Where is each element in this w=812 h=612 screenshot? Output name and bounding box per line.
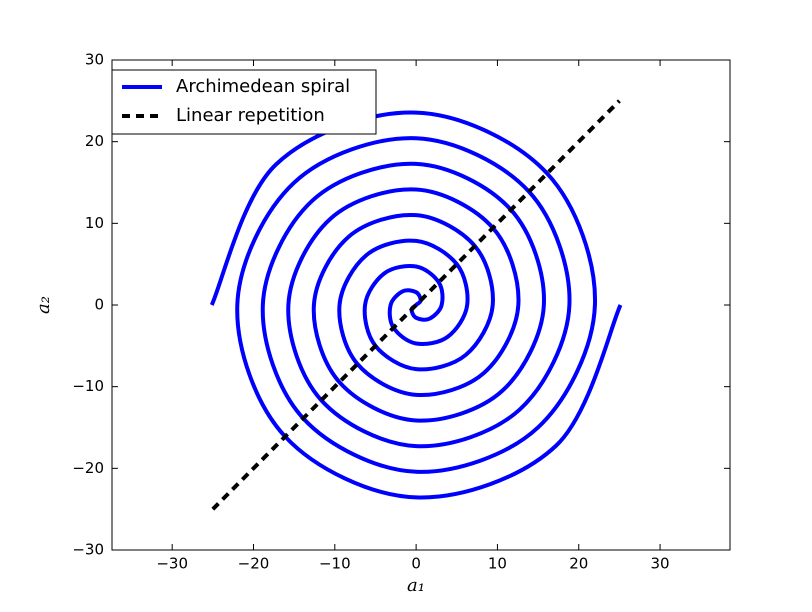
y-tick-label: 20 <box>85 132 104 150</box>
legend-label: Archimedean spiral <box>176 76 350 97</box>
y-tick-label: −30 <box>72 541 104 559</box>
x-tick-label: −30 <box>156 555 188 573</box>
legend-label: Linear repetition <box>176 105 325 126</box>
plot-frame <box>111 59 731 551</box>
series-line <box>209 110 623 500</box>
y-tick-label: 10 <box>85 214 104 232</box>
x-tick-label: 0 <box>411 555 421 573</box>
series-line <box>211 99 621 511</box>
x-tick-label: −20 <box>238 555 270 573</box>
y-tick-label: 30 <box>85 51 104 69</box>
x-tick-label: 10 <box>488 555 507 573</box>
y-tick-label: −10 <box>72 377 104 395</box>
y-axis-label: a₂ <box>33 296 54 314</box>
y-tick-label: 0 <box>94 296 104 314</box>
x-tick-label: 30 <box>651 555 670 573</box>
x-axis-label: a₁ <box>407 575 425 596</box>
x-tick-label: −10 <box>319 555 351 573</box>
legend-box <box>111 69 377 135</box>
x-tick-label: 20 <box>569 555 588 573</box>
y-tick-label: −20 <box>72 459 104 477</box>
